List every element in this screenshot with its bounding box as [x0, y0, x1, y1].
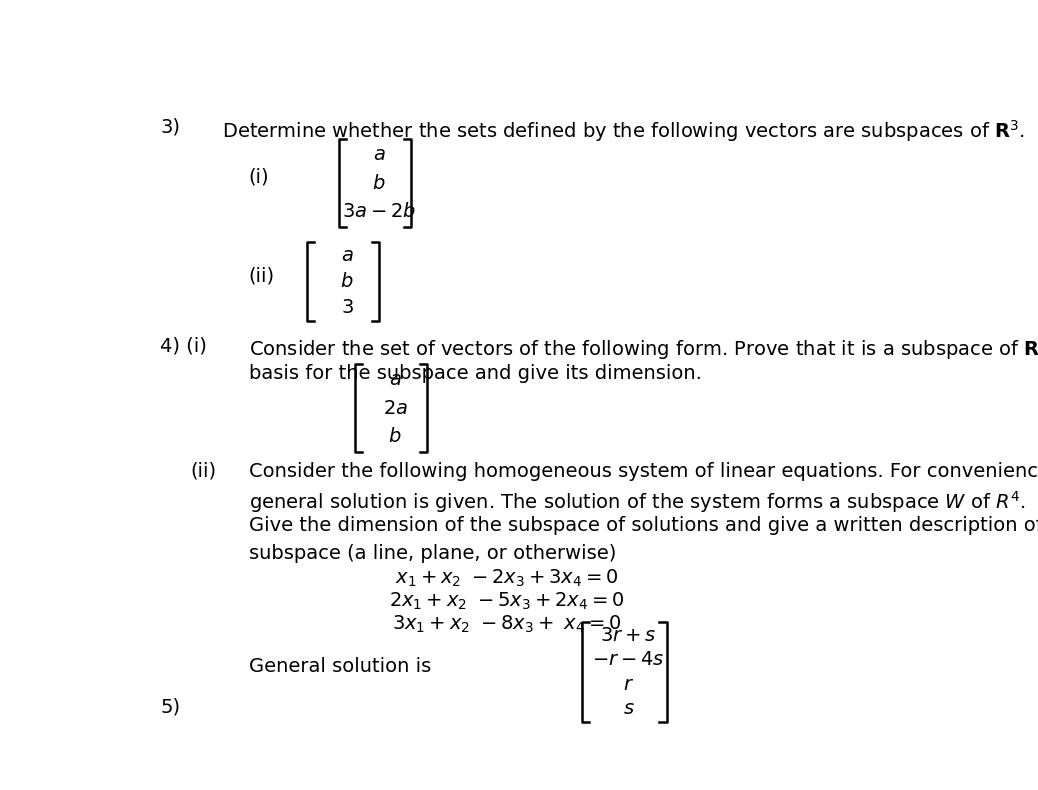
Text: Determine whether the sets defined by the following vectors are subspaces of $\m: Determine whether the sets defined by th… — [222, 118, 1025, 144]
Text: $3a - 2b$: $3a - 2b$ — [343, 202, 416, 221]
Text: (ii): (ii) — [190, 461, 216, 480]
Text: $2a$: $2a$ — [383, 399, 408, 418]
Text: $b$: $b$ — [340, 272, 354, 291]
Text: $a$: $a$ — [373, 145, 385, 164]
Text: (ii): (ii) — [249, 266, 275, 285]
Text: Consider the set of vectors of the following form. Prove that it is a subspace o: Consider the set of vectors of the follo… — [249, 337, 1038, 362]
Text: $2x_1 + x_2 \ - 5x_3 + 2x_4 = 0$: $2x_1 + x_2 \ - 5x_3 + 2x_4 = 0$ — [388, 591, 624, 612]
Text: $-r - 4s$: $-r - 4s$ — [593, 650, 664, 669]
Text: Give the dimension of the subspace of solutions and give a written description o: Give the dimension of the subspace of so… — [249, 517, 1038, 536]
Text: 3): 3) — [160, 118, 181, 137]
Text: $b$: $b$ — [373, 174, 386, 193]
Text: 5): 5) — [160, 697, 181, 716]
Text: $x_1 + x_2 \ - 2x_3 + 3x_4 = 0$: $x_1 + x_2 \ - 2x_3 + 3x_4 = 0$ — [394, 568, 618, 589]
Text: $a$: $a$ — [389, 370, 402, 389]
Text: general solution is given. The solution of the system forms a subspace $W$ of $R: general solution is given. The solution … — [249, 489, 1026, 515]
Text: $b$: $b$ — [388, 427, 402, 446]
Text: subspace (a line, plane, or otherwise): subspace (a line, plane, or otherwise) — [249, 544, 617, 562]
Text: General solution is: General solution is — [249, 656, 431, 676]
Text: $3r + s$: $3r + s$ — [600, 626, 657, 645]
Text: (i): (i) — [249, 167, 270, 186]
Text: 4) (i): 4) (i) — [160, 337, 208, 356]
Text: $r$: $r$ — [623, 675, 634, 694]
Text: $a$: $a$ — [340, 246, 353, 265]
Text: basis for the subspace and give its dimension.: basis for the subspace and give its dime… — [249, 363, 702, 382]
Text: $3x_1 + x_2 \ - 8x_3 + \ x_4 = 0$: $3x_1 + x_2 \ - 8x_3 + \ x_4 = 0$ — [391, 614, 621, 635]
Text: $3$: $3$ — [340, 298, 353, 317]
Text: Consider the following homogeneous system of linear equations. For convenience t: Consider the following homogeneous syste… — [249, 461, 1038, 480]
Text: $s$: $s$ — [623, 699, 634, 718]
